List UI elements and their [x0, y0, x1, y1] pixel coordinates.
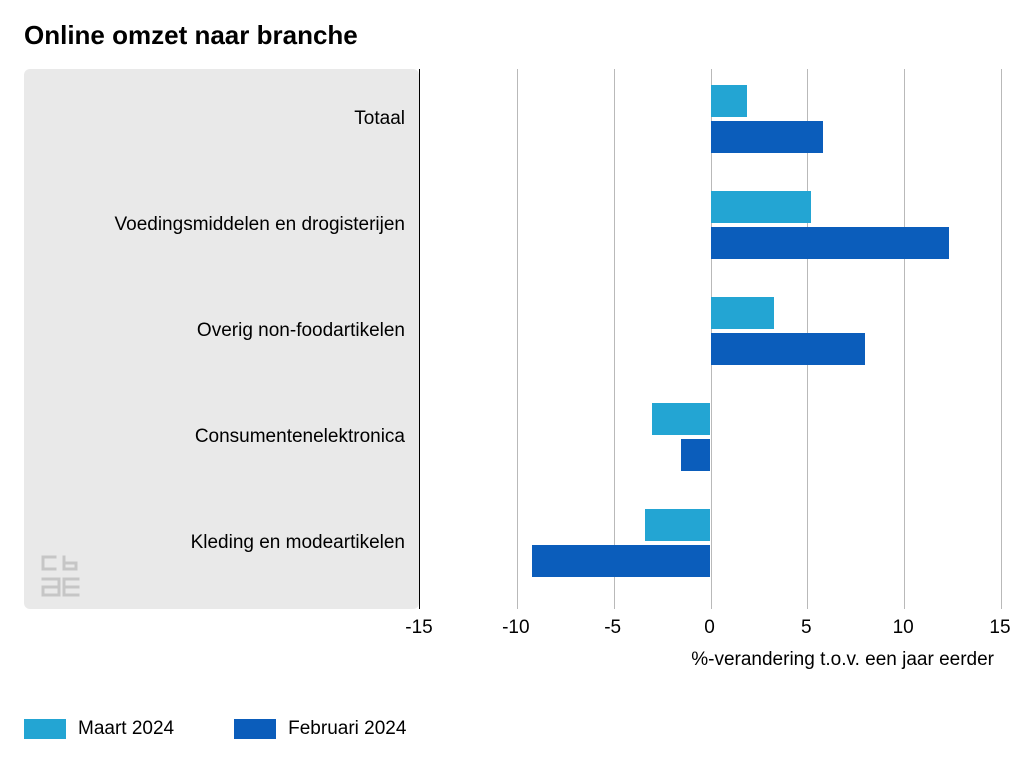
x-axis-title: %-verandering t.o.v. een jaar eerder [419, 649, 1000, 671]
category-label: Kleding en modeartikelen [191, 532, 405, 554]
legend: Maart 2024 Februari 2024 [24, 718, 406, 740]
bar [711, 227, 949, 259]
bar [711, 85, 748, 117]
bar [532, 545, 710, 577]
legend-swatch [234, 719, 276, 739]
gridline [1001, 69, 1002, 609]
bar [645, 509, 711, 541]
category-label: Overig non-foodartikelen [197, 320, 405, 342]
category-label: Voedingsmiddelen en drogisterijen [115, 214, 405, 236]
x-tick-label: 5 [801, 617, 812, 639]
gridline [517, 69, 518, 609]
chart: Totaal Voedingsmiddelen en drogisterijen O… [24, 69, 1000, 629]
legend-item: Februari 2024 [234, 718, 406, 740]
x-tick-label: -5 [604, 617, 621, 639]
x-tick-label: 10 [893, 617, 914, 639]
bar [652, 403, 710, 435]
cbs-logo [36, 551, 84, 599]
x-tick-label: 0 [704, 617, 715, 639]
legend-label: Maart 2024 [78, 718, 174, 740]
category-label-panel: Totaal Voedingsmiddelen en drogisterijen O… [24, 69, 419, 609]
bar [711, 297, 775, 329]
x-tick-label: 15 [989, 617, 1010, 639]
gridline [614, 69, 615, 609]
plot-area [419, 69, 1000, 609]
bar [681, 439, 710, 471]
bar [711, 191, 812, 223]
x-tick-label: -10 [502, 617, 529, 639]
legend-swatch [24, 719, 66, 739]
category-label: Totaal [354, 108, 405, 130]
bar [711, 333, 866, 365]
bar [711, 121, 823, 153]
gridline [904, 69, 905, 609]
legend-label: Februari 2024 [288, 718, 406, 740]
x-tick-label: -15 [405, 617, 432, 639]
legend-item: Maart 2024 [24, 718, 174, 740]
chart-title: Online omzet naar branche [24, 20, 1000, 51]
category-label: Consumentenelektronica [195, 426, 405, 448]
